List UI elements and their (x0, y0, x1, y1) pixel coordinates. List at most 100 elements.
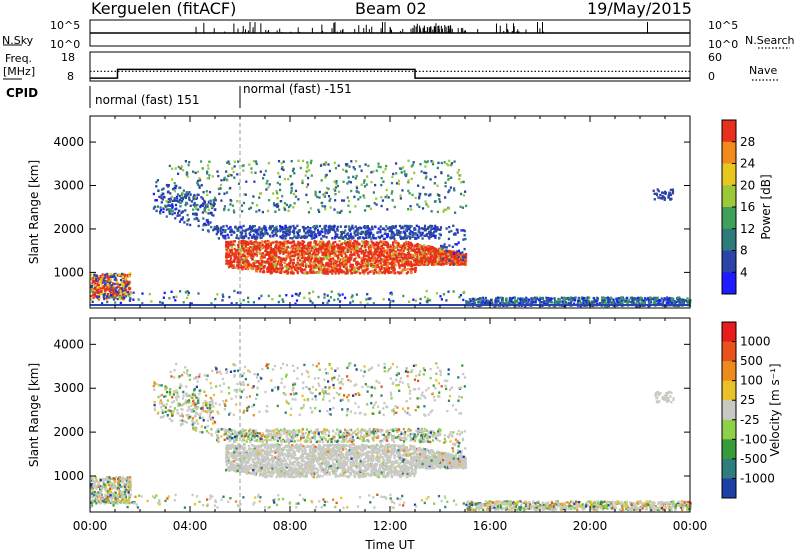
heatmap-cell (237, 160, 240, 163)
heatmap-cell (425, 171, 428, 175)
heatmap-cell (335, 182, 338, 185)
heatmap-cell (623, 299, 626, 303)
heatmap-cell (278, 208, 281, 211)
heatmap-cell (354, 160, 358, 163)
heatmap-cell (249, 240, 252, 243)
heatmap-cell (361, 236, 364, 239)
heatmap-cell (460, 181, 463, 184)
heatmap-cell (324, 232, 327, 235)
heatmap-cell (407, 248, 410, 251)
heatmap-cell (371, 264, 374, 268)
heatmap-cell (444, 185, 447, 188)
heatmap-cell (354, 177, 357, 180)
heatmap-cell (283, 227, 286, 230)
heatmap-cell (201, 228, 204, 231)
heatmap-cell (469, 299, 472, 303)
heatmap-cell (358, 242, 361, 246)
heatmap-cell (119, 297, 122, 301)
heatmap-cell (440, 252, 443, 256)
heatmap-cell (592, 296, 595, 300)
heatmap-cell (202, 217, 205, 220)
heatmap-cell (686, 297, 689, 300)
heatmap-cell (244, 240, 247, 243)
heatmap-cell (433, 235, 436, 238)
heatmap-cell (304, 258, 307, 261)
heatmap-cell (386, 242, 389, 245)
heatmap-cell (421, 260, 424, 263)
heatmap-cell (419, 234, 422, 237)
heatmap-cell (375, 241, 378, 244)
heatmap-cell (399, 231, 402, 235)
heatmap-cell (369, 244, 372, 247)
heatmap-cell (449, 253, 453, 256)
heatmap-cell (259, 232, 262, 235)
heatmap-cell (433, 230, 436, 234)
heatmap-cell (347, 180, 351, 183)
heatmap-cell (118, 283, 122, 287)
heatmap-cell (238, 242, 241, 245)
heatmap-cell (350, 267, 354, 270)
heatmap-cell (280, 260, 283, 263)
heatmap-cell (349, 242, 352, 245)
heatmap-cell (107, 284, 110, 288)
heatmap-cell (430, 160, 433, 163)
heatmap-cell (267, 186, 270, 189)
heatmap-cell (308, 256, 311, 259)
heatmap-cell (434, 254, 437, 257)
heatmap-cell (302, 254, 305, 257)
heatmap-cell (97, 288, 100, 292)
heatmap-cell (407, 189, 410, 193)
heatmap-cell (357, 231, 360, 235)
date-title: 19/May/2015 (587, 0, 692, 18)
heatmap-cell (371, 227, 374, 231)
freq-label: Freq. (5, 52, 33, 65)
heatmap-cell (290, 191, 293, 194)
heatmap-cell (371, 236, 374, 239)
heatmap-cell (429, 246, 432, 250)
nsearch-tick-top: 10^5 (708, 19, 739, 32)
heatmap-cell (402, 257, 405, 260)
heatmap-cell (337, 250, 341, 253)
heatmap-cell (244, 245, 247, 248)
heatmap-cell (229, 240, 232, 244)
heatmap-cell (324, 162, 327, 165)
heatmap-cell (356, 249, 359, 252)
heatmap-cell (284, 242, 287, 245)
heatmap-cell (459, 258, 462, 261)
heatmap-cell (208, 160, 211, 163)
heatmap-cell (269, 226, 272, 230)
heatmap-cell (375, 169, 378, 172)
heatmap-cell (397, 243, 400, 247)
heatmap-cell (182, 189, 185, 192)
heatmap-cell (259, 231, 262, 234)
heatmap-cell (611, 302, 614, 306)
heatmap-cell (249, 263, 253, 266)
heatmap-cell (670, 301, 673, 305)
heatmap-cell (202, 191, 205, 194)
heatmap-cell (113, 286, 116, 290)
heatmap-cell (103, 285, 106, 288)
heatmap-cell (383, 270, 386, 273)
heatmap-cell (95, 289, 98, 292)
heatmap-cell (456, 262, 459, 265)
heatmap-cell (427, 252, 430, 255)
heatmap-cell (197, 224, 200, 228)
heatmap-cell (113, 273, 116, 276)
heatmap-cell (108, 293, 111, 296)
heatmap-cell (244, 262, 247, 265)
heatmap-cell (397, 261, 400, 265)
heatmap-cell (310, 257, 313, 260)
heatmap-cell (364, 250, 368, 253)
heatmap-cell (249, 233, 252, 237)
heatmap-cell (386, 259, 389, 262)
heatmap-cell (203, 222, 206, 225)
heatmap-cell (393, 233, 397, 236)
heatmap-cell (654, 301, 657, 305)
heatmap-cell (321, 269, 324, 272)
heatmap-cell (385, 188, 388, 192)
heatmap-cell (337, 264, 340, 267)
station-title: Kerguelen (fitACF) (91, 0, 237, 18)
heatmap-cell (208, 190, 212, 194)
heatmap-cell (198, 186, 201, 189)
heatmap-cell (233, 160, 236, 163)
